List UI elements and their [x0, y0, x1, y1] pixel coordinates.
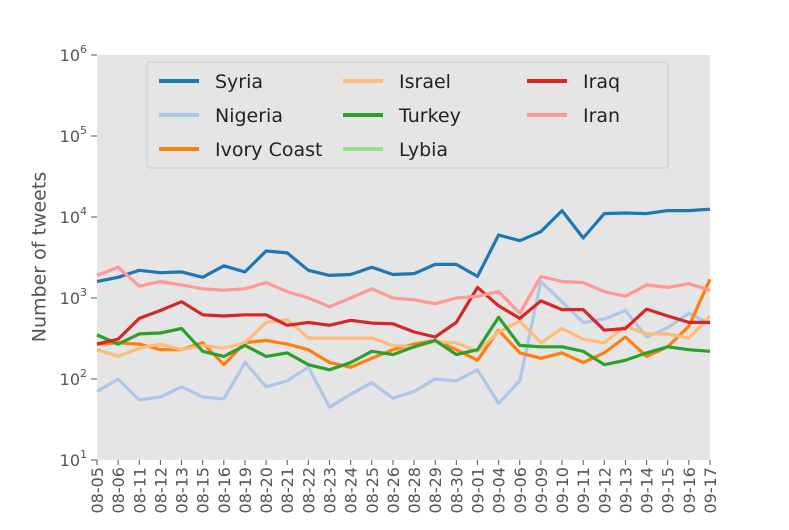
- tick-exponent: 1: [80, 448, 87, 461]
- y-tick-label: 106: [60, 43, 87, 65]
- legend-label: Nigeria: [215, 105, 283, 127]
- x-tick-label: 08-25: [363, 467, 382, 514]
- tick-exponent: 2: [80, 367, 87, 380]
- x-tick-label: 08-11: [130, 467, 149, 514]
- x-tick-label: 08-12: [151, 467, 170, 514]
- legend-label: Ivory Coast: [215, 139, 322, 161]
- x-tick-label: 08-05: [88, 467, 107, 514]
- x-tick-label: 09-06: [511, 467, 530, 514]
- x-tick-label: 08-21: [278, 467, 297, 514]
- y-axis-label: Number of tweets: [29, 172, 51, 342]
- x-tick-label: 09-13: [616, 467, 635, 514]
- series-line: [96, 207, 711, 284]
- x-tick-label: 08-15: [194, 467, 213, 514]
- series-line: [96, 279, 711, 409]
- x-tick-label: 08-19: [236, 467, 255, 514]
- legend-label: Syria: [215, 71, 263, 93]
- x-tick-label: 09-10: [553, 467, 572, 514]
- x-tick-label: 09-04: [490, 467, 509, 514]
- x-tick-label: 09-09: [532, 467, 551, 514]
- legend-label: Iran: [583, 105, 620, 127]
- legend-label: Iraq: [583, 71, 620, 93]
- tick-exponent: 5: [80, 124, 87, 137]
- x-tick-label: 08-26: [384, 467, 403, 514]
- y-tick-label: 105: [60, 124, 87, 146]
- x-tick-label: 08-23: [321, 467, 340, 514]
- x-tick-label: 08-22: [299, 467, 318, 514]
- tick-exponent: 6: [80, 43, 87, 56]
- y-tick-label: 102: [60, 367, 87, 389]
- x-tick-label: 08-29: [426, 467, 445, 514]
- x-tick-label: 09-01: [468, 467, 487, 514]
- legend-label: Israel: [399, 71, 451, 93]
- y-tick-label: 104: [60, 205, 87, 227]
- x-tick-label: 09-12: [595, 467, 614, 514]
- legend-label: Turkey: [398, 105, 461, 127]
- y-tick-label: 101: [60, 448, 87, 470]
- x-tick-label: 08-16: [215, 467, 234, 514]
- legend-box: [146, 61, 669, 169]
- x-tick-label: 09-16: [680, 467, 699, 514]
- x-tick-label: 09-11: [574, 467, 593, 514]
- series-line: [96, 265, 711, 315]
- x-tick-label: 09-17: [701, 467, 720, 514]
- x-tick-label: 08-24: [342, 467, 361, 514]
- y-tick-label: 103: [60, 286, 87, 308]
- tick-exponent: 4: [80, 205, 87, 218]
- legend-label: Lybia: [399, 139, 448, 161]
- tick-exponent: 3: [80, 286, 87, 299]
- x-tick-label: 08-30: [447, 467, 466, 514]
- series-line: [96, 315, 711, 372]
- x-tick-label: 08-13: [173, 467, 192, 514]
- x-tick-label: 09-15: [659, 467, 678, 514]
- x-tick-label: 08-28: [405, 467, 424, 514]
- x-tick-label: 08-20: [257, 467, 276, 514]
- series-line: [96, 285, 710, 346]
- x-tick-label: 08-06: [109, 467, 128, 514]
- x-tick-label: 09-14: [638, 467, 657, 514]
